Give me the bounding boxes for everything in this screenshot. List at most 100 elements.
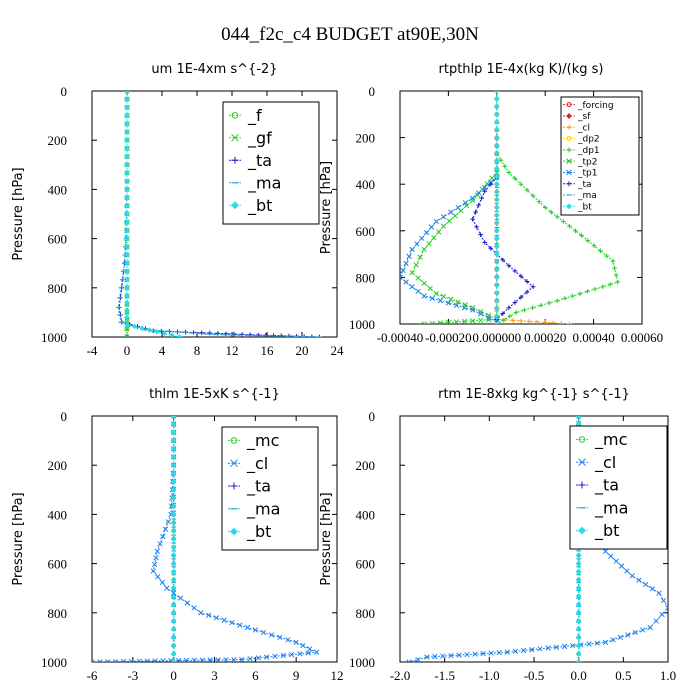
legend-item: _ta bbox=[576, 476, 619, 496]
series-cl-marker bbox=[154, 548, 160, 554]
y-axis-label: Pressure [hPa] bbox=[319, 492, 334, 585]
series-bt-marker bbox=[494, 142, 500, 149]
series-cl-marker bbox=[550, 320, 556, 324]
series-bt-marker bbox=[170, 536, 177, 542]
series-bt-marker bbox=[575, 651, 582, 657]
series-bt-marker bbox=[575, 618, 582, 624]
series-cl-marker bbox=[153, 555, 159, 561]
series-cl-marker bbox=[223, 657, 229, 662]
x-tick-label: 16 bbox=[261, 343, 275, 358]
series-bt-marker bbox=[124, 96, 130, 102]
series-tp1-marker bbox=[486, 315, 492, 321]
series-cl-marker bbox=[576, 416, 582, 419]
series-group bbox=[92, 416, 320, 662]
series-cl-marker bbox=[567, 321, 572, 324]
series-cl-marker bbox=[206, 612, 212, 618]
legend-item: _dp1 bbox=[563, 146, 600, 156]
legend-marker bbox=[566, 102, 572, 108]
series-bt-marker bbox=[575, 610, 582, 616]
legend-marker bbox=[566, 158, 572, 165]
series-tp1-marker bbox=[448, 209, 454, 215]
x-tick-label: 12 bbox=[226, 343, 239, 358]
legend-item: _ta bbox=[229, 151, 272, 171]
x-tick-label: 0.00060 bbox=[621, 330, 663, 345]
series-bt-marker bbox=[575, 593, 582, 600]
series-cl-marker bbox=[105, 659, 111, 662]
series-cl-marker bbox=[520, 647, 527, 654]
series-bt-marker bbox=[494, 103, 500, 110]
series-cl-marker bbox=[618, 563, 625, 569]
series-bt-marker bbox=[494, 197, 500, 203]
series-bt-marker bbox=[124, 194, 130, 201]
series-ta-marker bbox=[231, 331, 237, 337]
series-cl-line bbox=[92, 416, 319, 662]
series-cl-marker bbox=[160, 533, 166, 540]
y-tick-label: 1000 bbox=[349, 317, 375, 332]
series-cl-marker bbox=[480, 650, 486, 657]
series-cl-marker bbox=[229, 619, 235, 626]
series-ta-marker bbox=[524, 279, 530, 284]
series-ta-marker bbox=[317, 334, 322, 337]
series-cl-marker bbox=[176, 657, 182, 662]
series-dp1-marker bbox=[585, 289, 590, 294]
series-tp1-marker bbox=[409, 246, 415, 253]
series-bt-marker bbox=[124, 276, 130, 283]
series-bt-marker bbox=[124, 292, 130, 298]
series-tp2-marker bbox=[431, 235, 437, 241]
y-tick-label: 600 bbox=[356, 557, 376, 572]
series-bt-marker bbox=[494, 150, 500, 156]
y-tick-label: 200 bbox=[356, 458, 376, 473]
series-cl-marker bbox=[640, 627, 646, 633]
series-cl-marker bbox=[221, 617, 227, 623]
series-ta-marker bbox=[518, 273, 524, 279]
series-cl-marker bbox=[424, 654, 430, 660]
series-bt-marker bbox=[170, 454, 177, 460]
series-cl-marker bbox=[537, 646, 543, 652]
series-ta-marker bbox=[474, 224, 479, 230]
series-dp1-marker bbox=[555, 298, 560, 303]
y-tick-label: 0 bbox=[61, 84, 68, 99]
x-tick-label: -1.0 bbox=[479, 668, 500, 683]
series-cl-marker bbox=[406, 659, 412, 662]
series-bt-marker bbox=[170, 421, 177, 427]
legend-item: _ma bbox=[229, 173, 281, 193]
series-bt-marker bbox=[170, 511, 177, 518]
x-tick-label: 4 bbox=[159, 343, 166, 358]
legend-marker bbox=[566, 181, 572, 187]
legend-label: _dp2 bbox=[577, 135, 600, 145]
series-bt-marker bbox=[494, 165, 500, 172]
series-dp1-marker bbox=[615, 279, 621, 285]
series-gf-marker bbox=[124, 317, 130, 324]
legend-item: _bt bbox=[228, 522, 271, 542]
series-cl-marker bbox=[168, 658, 174, 662]
series-bt-marker bbox=[170, 544, 177, 550]
series-f-marker bbox=[124, 334, 130, 337]
series-cl-marker bbox=[432, 653, 438, 660]
legend-label: _f bbox=[247, 106, 262, 126]
series-dp1-marker bbox=[607, 282, 613, 287]
series-dp1-marker bbox=[610, 258, 616, 264]
legend-marker bbox=[566, 113, 572, 119]
legend-marker bbox=[578, 526, 586, 535]
series-bt-marker bbox=[170, 478, 177, 485]
series-cl-marker bbox=[120, 658, 127, 662]
series-bt-marker bbox=[494, 274, 500, 281]
series-cl-marker bbox=[440, 653, 446, 659]
legend-label: _ma bbox=[577, 191, 597, 201]
series-tp2-marker bbox=[455, 299, 461, 305]
legend-marker bbox=[230, 437, 238, 444]
series-cl-marker bbox=[472, 651, 478, 657]
legend-item: _cl bbox=[228, 454, 268, 474]
series-tp1-marker bbox=[482, 185, 488, 191]
series-dp1-marker bbox=[513, 310, 519, 315]
series-cl-marker bbox=[526, 319, 532, 324]
series-bt-marker bbox=[494, 259, 500, 265]
series-ta-marker bbox=[500, 311, 506, 316]
y-tick-label: 800 bbox=[48, 281, 68, 296]
series-bt-marker bbox=[170, 601, 177, 608]
y-tick-label: 400 bbox=[356, 177, 376, 192]
x-tick-label: 0.0 bbox=[571, 668, 587, 683]
series-dp1-marker bbox=[512, 176, 518, 181]
series-bt-marker bbox=[139, 325, 145, 331]
series-bt-marker bbox=[494, 228, 500, 234]
